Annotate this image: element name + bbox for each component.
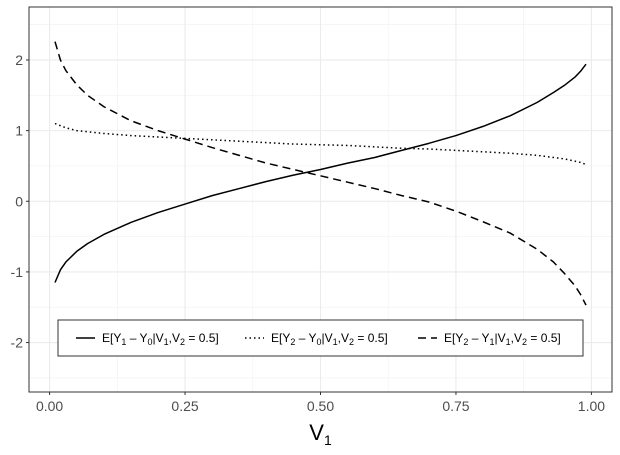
x-axis-title-subscript: 1 <box>324 432 332 448</box>
legend-text-part: – Y <box>126 331 147 345</box>
legend-text-part: E[Y <box>102 331 121 345</box>
y-tick-label: 1 <box>15 123 23 139</box>
legend-subscript: 2 <box>463 337 468 347</box>
legend-text-part: ,V <box>338 331 349 345</box>
legend-label-2: E[Y2 – Y0|V1,V2 = 0.5] <box>271 331 388 347</box>
y-tick-label: -2 <box>11 335 24 351</box>
y-tick-label: 2 <box>15 52 23 68</box>
y-tick-label: -1 <box>11 264 24 280</box>
legend-subscript: 1 <box>164 337 169 347</box>
legend-subscript: 0 <box>148 337 153 347</box>
legend-text-part: E[Y <box>271 331 290 345</box>
legend-subscript: 2 <box>180 337 185 347</box>
legend-text-part: |V <box>495 331 506 345</box>
legend-subscript: 0 <box>317 337 322 347</box>
legend-text-part: = 0.5] <box>185 331 219 345</box>
legend-text-part: – Y <box>468 331 489 345</box>
series-line-3 <box>54 41 587 306</box>
legend-text-part: = 0.5] <box>527 331 561 345</box>
legend-text-part: ,V <box>169 331 180 345</box>
legend-subscript: 1 <box>490 337 495 347</box>
legend-label-3: E[Y2 – Y1|V1,V2 = 0.5] <box>444 331 561 347</box>
series-layer <box>54 41 587 306</box>
series-line-1 <box>54 63 587 283</box>
x-axis: 0.00 0.25 0.50 0.75 1.00 <box>36 392 605 414</box>
series-line-2 <box>54 122 587 166</box>
x-tick-label: 1.00 <box>578 398 605 414</box>
x-axis-title-main: V <box>309 420 324 445</box>
legend-text-part: |V <box>153 331 164 345</box>
y-axis: -2 -1 0 1 2 <box>11 52 29 351</box>
legend-text-part: |V <box>322 331 333 345</box>
legend-text-part: E[Y <box>444 331 463 345</box>
legend-subscript: 1 <box>506 337 511 347</box>
legend-subscript: 1 <box>333 337 338 347</box>
x-tick-label: 0.50 <box>307 398 334 414</box>
legend-subscript: 2 <box>290 337 295 347</box>
legend: E[Y1 – Y0|V1,V2 = 0.5] E[Y2 – Y0|V1,V2 = … <box>57 319 584 357</box>
x-axis-title: V1 <box>309 420 332 448</box>
legend-label-1: E[Y1 – Y0|V1,V2 = 0.5] <box>102 331 219 347</box>
x-tick-label: 0.25 <box>171 398 198 414</box>
legend-box <box>57 319 584 357</box>
x-tick-label: 0.00 <box>36 398 63 414</box>
legend-text-part: – Y <box>295 331 316 345</box>
legend-subscript: 2 <box>522 337 527 347</box>
legend-subscript: 2 <box>349 337 354 347</box>
y-tick-label: 0 <box>15 193 23 209</box>
x-tick-label: 0.75 <box>442 398 469 414</box>
legend-subscript: 1 <box>121 337 126 347</box>
legend-text-part: ,V <box>511 331 522 345</box>
legend-text-part: = 0.5] <box>354 331 388 345</box>
